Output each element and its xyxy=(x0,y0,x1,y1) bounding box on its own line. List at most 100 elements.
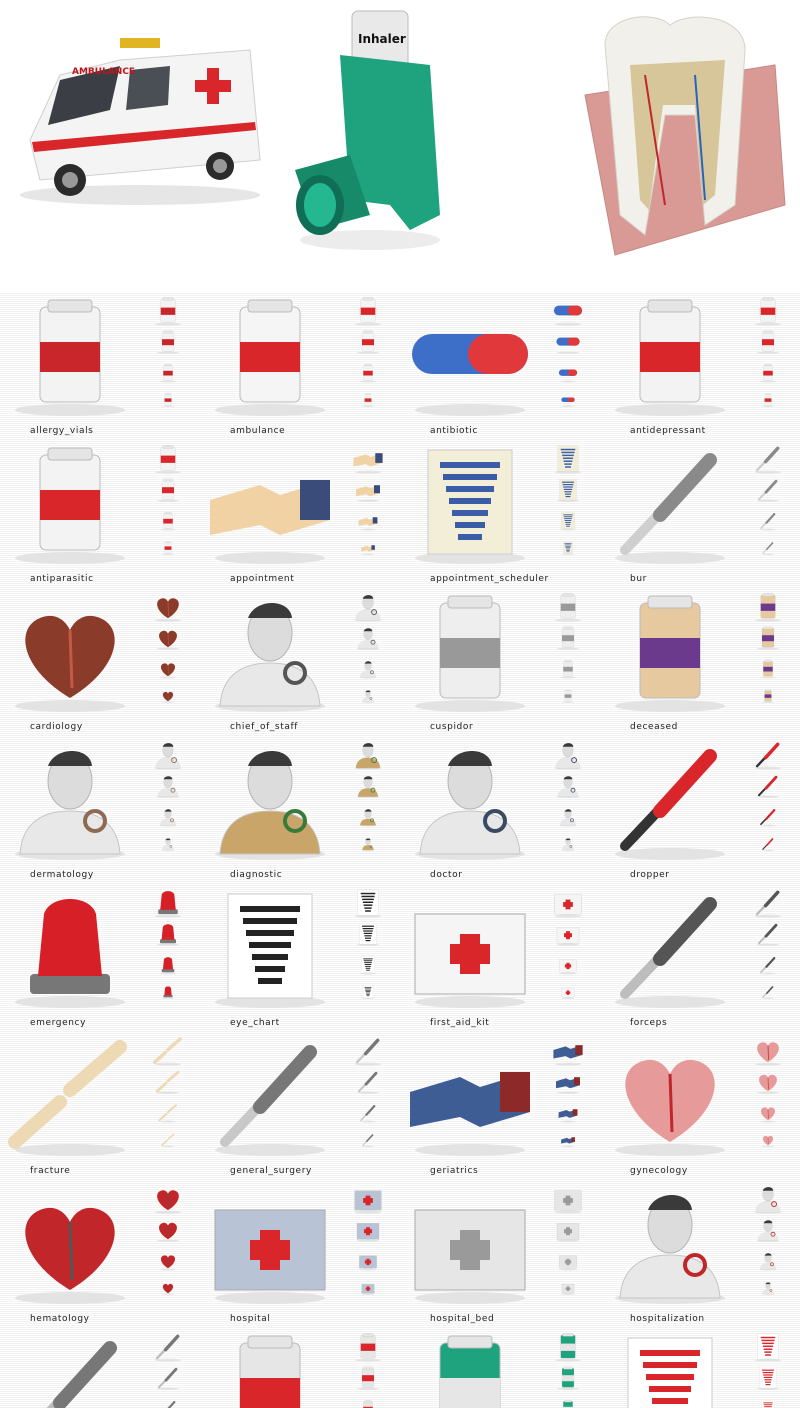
forceps-icon xyxy=(600,884,740,1012)
icon-tile[interactable]: cardiology xyxy=(0,588,200,736)
spittoon-icon xyxy=(542,624,594,658)
icon-label: geriatrics xyxy=(430,1166,479,1176)
insurance-billing-icon: Insurance Billing xyxy=(600,1328,740,1408)
icon-label: hospital_bed xyxy=(430,1314,495,1324)
patient-iv-icon xyxy=(742,1280,794,1314)
forceps-icon xyxy=(742,886,794,920)
icon-label: eye_chart xyxy=(230,1018,280,1028)
eye-chart-icon xyxy=(342,984,394,1018)
book-pen-icon xyxy=(542,540,594,574)
icon-tile[interactable]: forceps xyxy=(600,884,800,1032)
toe-tag-icon xyxy=(742,624,794,658)
pill-bottle-icon xyxy=(142,510,194,544)
icon-tile[interactable]: antidepressant xyxy=(600,292,800,440)
dental-drill-icon xyxy=(742,442,794,476)
scalpel-icon xyxy=(342,1132,394,1166)
icon-tile[interactable]: hospital xyxy=(200,1180,400,1328)
icon-label: cardiology xyxy=(30,722,83,732)
hospital-bed-icon xyxy=(542,1182,594,1216)
icon-label: appointment xyxy=(230,574,295,584)
icon-tile[interactable]: hospital_bed xyxy=(400,1180,600,1328)
icon-label: antibiotic xyxy=(430,426,478,436)
elderly-couple-icon xyxy=(542,1034,594,1068)
icon-tile[interactable]: diagnostic xyxy=(200,736,400,884)
heart-icon xyxy=(142,624,194,658)
icon-label: dropper xyxy=(630,870,670,880)
handshake-icon xyxy=(342,442,394,476)
elderly-couple-icon xyxy=(542,1132,594,1166)
dental-implant-icon xyxy=(142,1398,194,1408)
icon-tile[interactable]: bur xyxy=(600,440,800,588)
icon-label: emergency xyxy=(30,1018,87,1028)
spittoon-icon xyxy=(400,588,540,716)
ambulance-icon: AMBULANCE xyxy=(10,30,270,210)
icon-tile[interactable]: first_aid_kit xyxy=(400,884,600,1032)
icon-tile[interactable]: ambulance xyxy=(200,292,400,440)
dropper-icon xyxy=(742,836,794,870)
inhaler-icon xyxy=(542,1364,594,1398)
icon-label: diagnostic xyxy=(230,870,283,880)
doctor-bust-icon xyxy=(200,588,340,716)
icon-tile[interactable]: antiparasitic xyxy=(0,440,200,588)
toe-tag-icon xyxy=(742,658,794,692)
blood-magnifier-icon xyxy=(142,1182,194,1216)
pill-bottle-icon xyxy=(600,292,740,420)
icon-label: gynecology xyxy=(630,1166,688,1176)
scalpel-icon xyxy=(342,1068,394,1102)
scalpel-icon xyxy=(342,1034,394,1068)
icon-label: antiparasitic xyxy=(30,574,94,584)
icon-tile[interactable] xyxy=(200,1328,400,1408)
icon-label: hematology xyxy=(30,1314,90,1324)
forceps-icon xyxy=(742,954,794,988)
allergy-vials-icon xyxy=(142,328,194,362)
ambulance-text: AMBULANCE xyxy=(72,67,135,77)
icon-tile[interactable]: general_surgery xyxy=(200,1032,400,1180)
hospital-bed-icon xyxy=(542,1280,594,1314)
icon-tile[interactable]: deceased xyxy=(600,588,800,736)
toe-tag-icon xyxy=(742,590,794,624)
icon-tile[interactable] xyxy=(400,1328,600,1408)
pill-capsule-icon xyxy=(542,294,594,328)
patient-iv-icon xyxy=(600,1180,740,1308)
tooth-icon xyxy=(545,5,795,265)
syringe-cross-icon xyxy=(200,1328,340,1408)
book-pen-icon xyxy=(400,440,540,568)
icon-tile[interactable]: geriatrics xyxy=(400,1032,600,1180)
icon-row: Insurance Billing xyxy=(0,1328,800,1408)
eye-chart-icon xyxy=(342,920,394,954)
hero-section: AMBULANCE Inhaler xyxy=(0,0,800,292)
allergy-vials-icon xyxy=(0,292,140,420)
icon-tile[interactable]: cuspidor xyxy=(400,588,600,736)
icon-tile[interactable]: hematology xyxy=(0,1180,200,1328)
icon-tile[interactable]: gynecology xyxy=(600,1032,800,1180)
icon-label: forceps xyxy=(630,1018,668,1028)
icon-tile[interactable]: antibiotic xyxy=(400,292,600,440)
icon-tile[interactable]: appointment_scheduler xyxy=(400,440,600,588)
doctor-bust-icon xyxy=(342,688,394,722)
icon-row: cardiology chief_of_staff cuspidor deceased xyxy=(0,588,800,736)
icon-tile[interactable]: hospitalization xyxy=(600,1180,800,1328)
icon-tile[interactable]: Insurance Billing xyxy=(600,1328,800,1408)
icon-tile[interactable] xyxy=(0,1328,200,1408)
dental-drill-icon xyxy=(742,510,794,544)
forceps-icon xyxy=(742,920,794,954)
hospital-building-icon xyxy=(342,1250,394,1284)
blood-magnifier-icon xyxy=(0,1180,140,1308)
icon-tile[interactable]: doctor xyxy=(400,736,600,884)
pill-bottle-icon xyxy=(142,540,194,574)
icon-tile[interactable]: emergency xyxy=(0,884,200,1032)
uterus-icon xyxy=(742,1102,794,1136)
pill-bottle-icon xyxy=(742,362,794,396)
icon-tile[interactable]: chief_of_staff xyxy=(200,588,400,736)
icon-tile[interactable]: fracture xyxy=(0,1032,200,1180)
icon-tile[interactable]: allergy_vials xyxy=(0,292,200,440)
icon-tile[interactable]: eye_chart xyxy=(200,884,400,1032)
uterus-icon xyxy=(600,1032,740,1160)
icon-label: doctor xyxy=(430,870,463,880)
dental-implant-icon xyxy=(0,1328,140,1408)
icon-tile[interactable]: appointment xyxy=(200,440,400,588)
icon-tile[interactable]: dermatology xyxy=(0,736,200,884)
dropper-icon xyxy=(742,806,794,840)
icon-tile[interactable]: dropper xyxy=(600,736,800,884)
elderly-couple-icon xyxy=(542,1068,594,1102)
